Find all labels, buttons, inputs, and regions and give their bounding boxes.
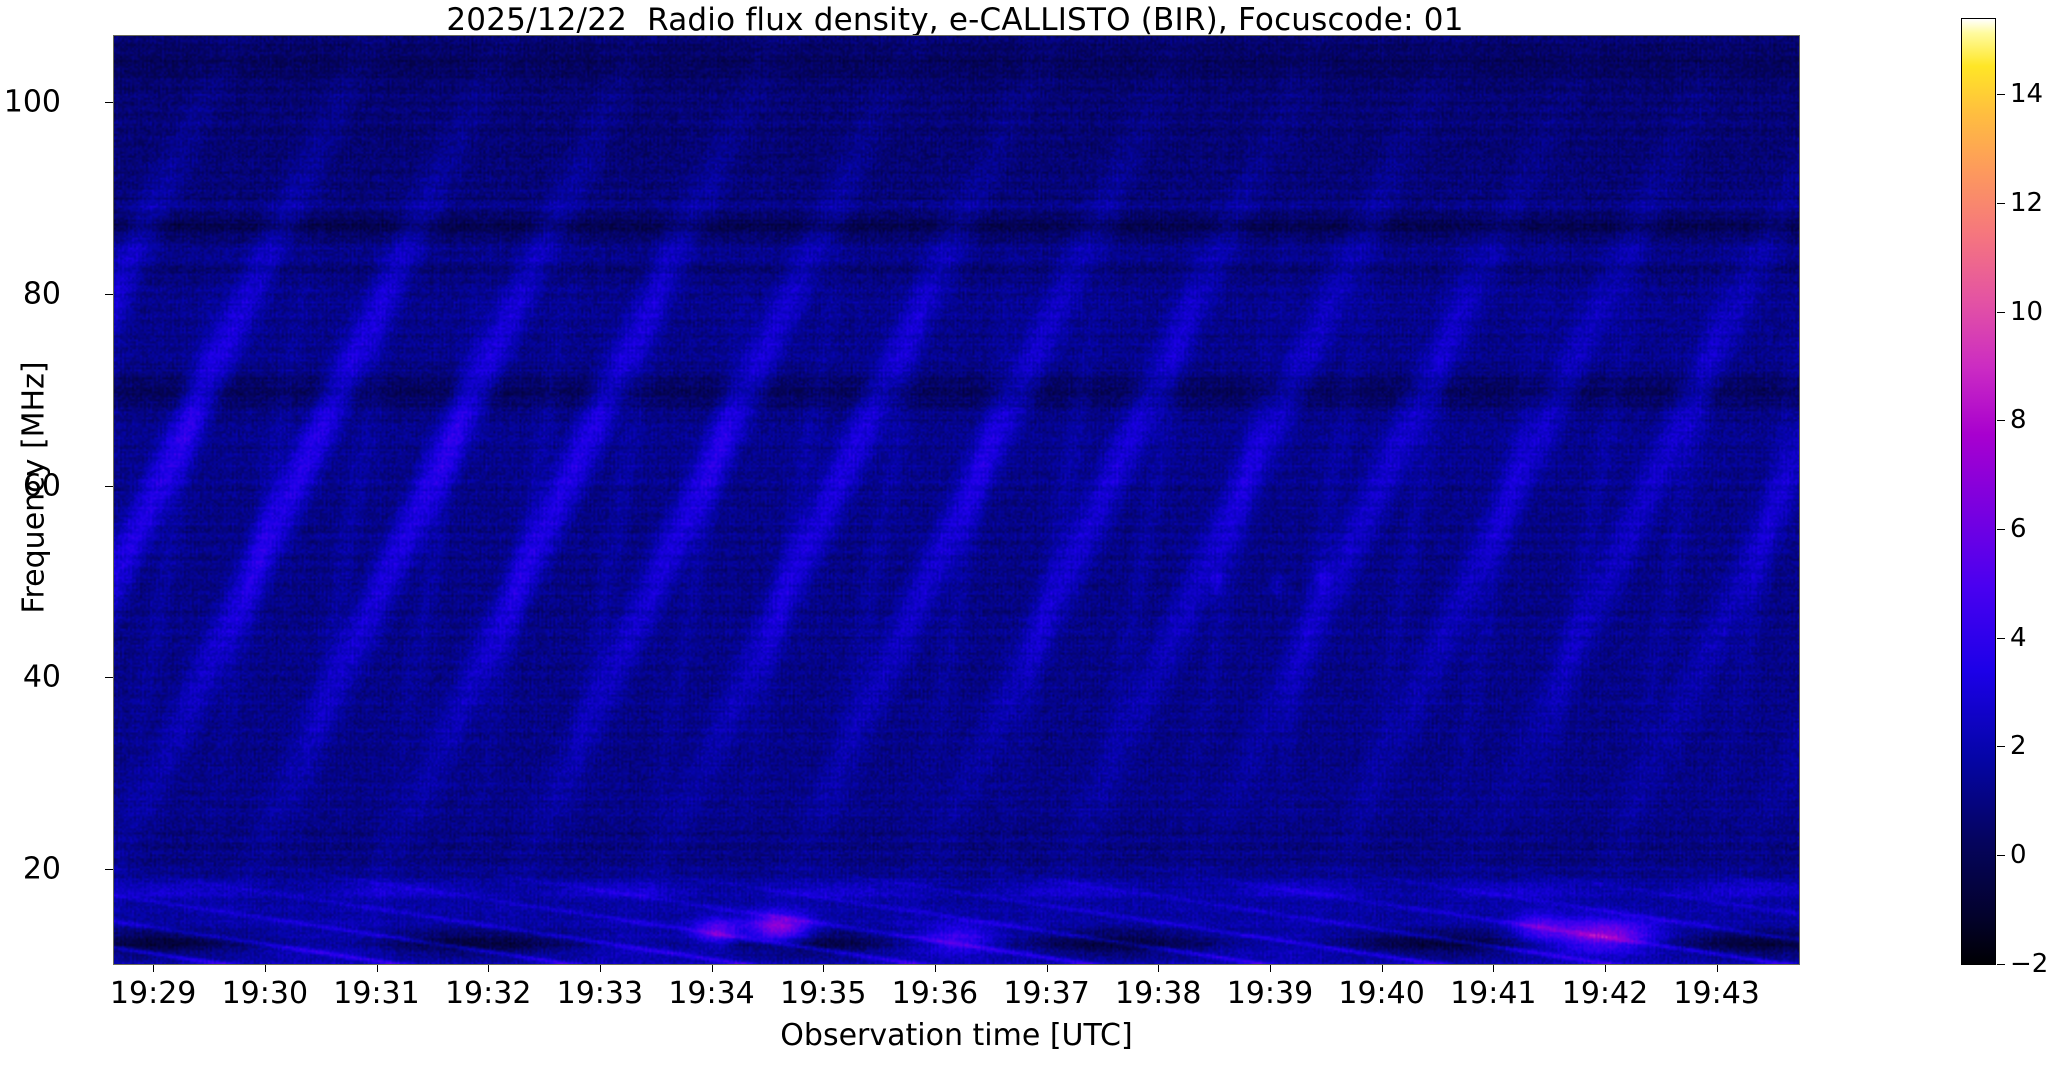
x-axis-tick-label: 19:33: [556, 976, 644, 1011]
colorbar-tick-mark: [1997, 529, 2005, 530]
colorbar-tick-mark: [1997, 637, 2005, 639]
x-axis-tick-label: 19:38: [1115, 976, 1202, 1011]
colorbar-tick-mark: [1997, 855, 2005, 857]
colorbar-tick-mark: [1997, 746, 2005, 748]
y-axis-tick-mark: [105, 102, 113, 104]
x-axis-tick-mark: [711, 965, 713, 972]
x-axis-tick-mark: [264, 965, 266, 972]
x-axis-tick-mark: [1269, 965, 1271, 972]
x-axis-tick-label: 19:34: [668, 976, 755, 1011]
y-axis-tick-mark: [105, 485, 113, 487]
colorbar-tick-label: 8: [2010, 405, 2027, 436]
x-axis-tick-mark: [488, 965, 490, 972]
x-axis-tick-label: 19:36: [891, 976, 979, 1011]
colorbar-tick-mark: [1997, 311, 2005, 313]
x-axis-tick-label: 19:32: [444, 976, 532, 1011]
colorbar-tick-label: 6: [2010, 514, 2027, 544]
x-axis-tick-label: 19:39: [1226, 976, 1314, 1011]
x-axis-tick-mark: [1381, 965, 1383, 972]
colorbar-tick-label: 0: [2010, 840, 2027, 871]
x-axis-tick-label: 19:29: [109, 976, 197, 1011]
y-axis-tick-mark: [105, 293, 113, 295]
y-axis-tick-label: 80: [22, 276, 61, 312]
x-axis-tick-label: 19:31: [333, 976, 420, 1011]
x-axis-tick-mark: [823, 965, 825, 972]
colorbar-tick-mark: [1997, 202, 2005, 204]
colorbar-tick-mark: [1997, 963, 2005, 965]
x-axis-tick-label: 19:35: [779, 976, 867, 1011]
colorbar-gradient: [1962, 19, 1995, 964]
colorbar-tick-mark: [1997, 420, 2005, 422]
x-axis-tick-mark: [1158, 965, 1160, 972]
colorbar-tick-label: 12: [2010, 187, 2044, 218]
x-axis-tick-mark: [934, 965, 936, 972]
x-axis-tick-mark: [1604, 965, 1606, 972]
y-axis-tick-label: 60: [22, 468, 61, 504]
x-axis-tick-mark: [1493, 965, 1495, 972]
y-axis-tick-mark: [105, 677, 113, 679]
colorbar-tick-label: 14: [2010, 79, 2044, 110]
x-axis-tick-mark: [1046, 965, 1048, 972]
colorbar-tick-label: −2: [2010, 948, 2049, 979]
colorbar-tick-label: 10: [2010, 296, 2044, 327]
y-axis-tick-label: 20: [22, 851, 61, 887]
x-axis-tick-mark: [153, 965, 155, 972]
x-axis-tick-label: 19:43: [1673, 976, 1760, 1011]
x-axis-tick-label: 19:41: [1450, 976, 1537, 1011]
figure-title: 2025/12/22 Radio flux density, e-CALLIST…: [446, 2, 1464, 38]
colorbar-tick-label: 2: [2010, 731, 2027, 762]
colorbar-tick-mark: [1997, 94, 2005, 96]
colorbar-tick-label: 4: [2010, 622, 2027, 653]
x-axis-tick-label: 19:30: [221, 976, 309, 1011]
x-axis-tick-label: 19:37: [1003, 976, 1090, 1011]
x-axis-tick-label: 19:40: [1338, 976, 1425, 1011]
spectrogram-heatmap-canvas: [114, 36, 1799, 964]
x-axis-tick-label: 19:42: [1561, 976, 1649, 1011]
colorbar: [1961, 18, 1996, 965]
x-axis-tick-mark: [376, 965, 378, 972]
spectrogram-plot-area: [113, 35, 1800, 965]
y-axis-title: Frequency [MHz]: [16, 361, 52, 614]
x-axis-tick-mark: [1716, 965, 1718, 972]
y-axis-tick-label: 40: [22, 659, 61, 695]
x-axis-tick-mark: [599, 965, 601, 972]
x-axis-title: Observation time [UTC]: [780, 1018, 1133, 1053]
y-axis-tick-mark: [105, 869, 113, 871]
y-axis-tick-label: 100: [3, 84, 61, 120]
